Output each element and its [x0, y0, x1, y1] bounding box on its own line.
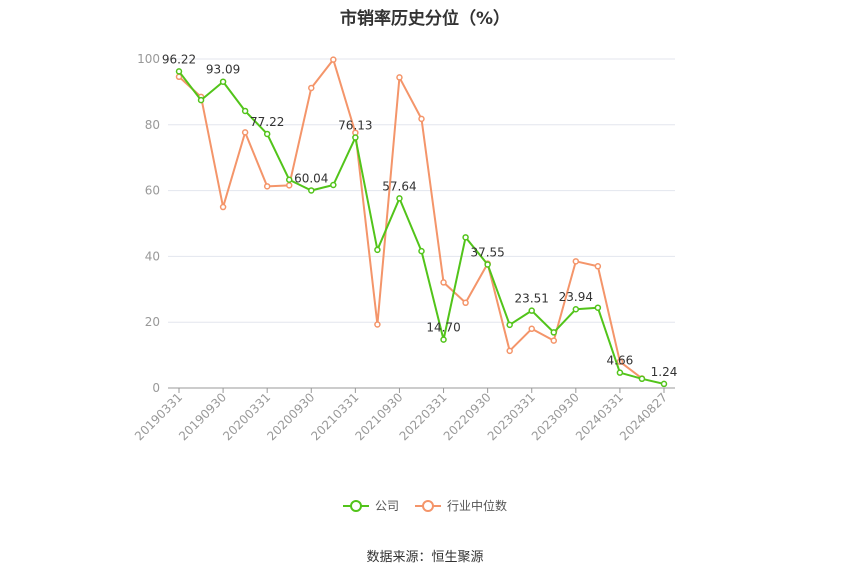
data-point-company	[550, 329, 558, 336]
data-point-company	[616, 369, 624, 376]
legend-label-industry-median: 行业中位数	[447, 499, 508, 513]
legend-item-industry-median[interactable]: 行业中位数	[415, 497, 507, 514]
legend-swatch-industry-median	[415, 499, 441, 513]
data-point-company	[572, 305, 580, 313]
data-point-company	[440, 336, 447, 343]
data-label: 57.64	[382, 179, 416, 193]
data-point-company	[594, 304, 602, 311]
data-point-company	[285, 176, 293, 183]
data-point-company	[241, 107, 249, 115]
data-point-company	[330, 181, 337, 189]
data-point-industry-median	[550, 337, 558, 344]
chart-title: 市销率历史分位（%）	[339, 9, 511, 29]
data-label: 96.22	[162, 52, 196, 66]
axes: 0204060801002019033120190930202003312020…	[132, 52, 675, 443]
data-point-industry-median	[285, 182, 293, 189]
y-tick-label: 0	[152, 381, 160, 395]
data-label: 4.66	[607, 354, 634, 368]
source-label: 数据来源：	[366, 550, 432, 565]
data-point-industry-median	[528, 325, 535, 333]
data-label: 37.55	[470, 245, 504, 259]
data-point-company	[396, 195, 403, 202]
legend-item-company[interactable]: 公司	[342, 497, 399, 514]
y-tick-label: 100	[137, 52, 160, 66]
data-point-industry-median	[572, 258, 580, 265]
data-point-industry-median	[374, 321, 381, 328]
data-point-company	[484, 261, 491, 268]
data-point-company	[418, 247, 425, 255]
data-point-company	[197, 96, 205, 104]
data-labels: 96.22 93.09 77.22 60.04 76.13 57.64 14.70 37.55…	[162, 52, 678, 378]
y-tick-label: 80	[145, 118, 160, 132]
data-point-industry-median	[219, 203, 227, 211]
data-point-industry-median	[308, 84, 315, 92]
data-point-company	[175, 68, 183, 75]
data-point-company	[352, 134, 359, 141]
data-label: 23.94	[559, 290, 593, 304]
data-point-company	[374, 246, 381, 254]
data-point-company	[660, 380, 668, 388]
data-point-company	[263, 130, 271, 138]
x-tick-label: 20240827	[617, 390, 670, 443]
data-point-industry-median	[241, 129, 249, 136]
series	[175, 56, 668, 388]
data-point-industry-median	[506, 347, 513, 355]
data-label: 60.04	[294, 171, 328, 185]
data-point-industry-median	[616, 358, 624, 365]
gridlines	[168, 58, 675, 323]
data-label: 23.51	[515, 292, 549, 306]
y-tick-label: 20	[145, 315, 160, 329]
data-point-industry-median	[263, 183, 271, 190]
data-label: 77.22	[250, 115, 284, 129]
data-label: 1.24	[651, 365, 678, 379]
data-point-company	[638, 375, 646, 383]
data-point-company	[528, 307, 535, 314]
y-tick-label: 40	[145, 249, 160, 263]
data-point-industry-median	[330, 56, 337, 63]
y-tick-label: 60	[145, 184, 160, 198]
data-point-industry-median	[462, 299, 469, 307]
data-point-company	[308, 187, 315, 194]
data-point-industry-median	[418, 115, 425, 123]
legend: 公司 行业中位数	[0, 497, 850, 514]
data-point-industry-median	[440, 279, 447, 286]
data-point-industry-median	[396, 74, 403, 81]
data-point-company	[219, 78, 227, 85]
data-point-company	[506, 321, 513, 329]
source-text: 恒生聚源	[431, 550, 484, 565]
data-label: 76.13	[338, 119, 372, 133]
data-point-company	[462, 234, 469, 241]
legend-swatch-company	[342, 499, 369, 513]
series-line-industry-median	[178, 58, 643, 380]
legend-label-company: 公司	[374, 499, 399, 513]
data-source: 数据来源：恒生聚源	[0, 546, 850, 565]
data-point-industry-median	[594, 263, 602, 270]
data-label: 93.09	[206, 63, 240, 77]
data-label: 14.70	[426, 321, 460, 335]
